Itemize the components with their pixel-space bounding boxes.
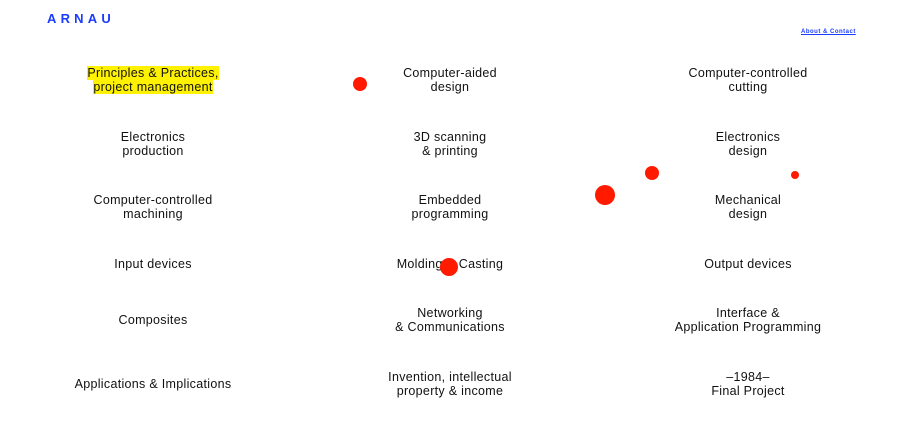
assignment-link[interactable]: Invention, intellectual property & incom… <box>320 370 580 398</box>
assignment-label: Input devices <box>114 257 192 271</box>
assignment-label: –1984– Final Project <box>711 370 785 398</box>
assignment-link[interactable]: Computer-controlled machining <box>23 193 283 221</box>
assignment-link[interactable]: –1984– Final Project <box>618 370 878 398</box>
assignment-label: Principles & Practices, project manageme… <box>87 66 219 94</box>
assignment-label: Interface & Application Programming <box>674 306 822 334</box>
assignment-link[interactable]: Input devices <box>23 257 283 271</box>
assignment-label: Applications & Implications <box>74 377 232 391</box>
assignment-link[interactable]: Networking & Communications <box>320 306 580 334</box>
assignment-link[interactable]: Electronics production <box>23 130 283 158</box>
assignment-label: 3D scanning & printing <box>413 130 487 158</box>
assignment-link[interactable]: Computer-aided design <box>320 66 580 94</box>
assignment-link[interactable]: Mechanical design <box>618 193 878 221</box>
assignment-label: Composites <box>118 313 188 327</box>
decorative-red-dot <box>353 77 367 91</box>
assignment-label: Mechanical design <box>714 193 782 221</box>
assignment-link[interactable]: Applications & Implications <box>23 377 283 391</box>
assignment-label: Computer-controlled cutting <box>688 66 808 94</box>
assignment-link[interactable]: Electronics design <box>618 130 878 158</box>
assignment-link[interactable]: Composites <box>23 313 283 327</box>
decorative-red-dot <box>791 171 799 179</box>
decorative-red-dot <box>440 258 458 276</box>
assignment-label: Computer-aided design <box>403 66 497 94</box>
assignment-label: Electronics design <box>715 130 781 158</box>
decorative-red-dot <box>595 185 615 205</box>
assignment-label: Output devices <box>704 257 792 271</box>
assignment-label: Invention, intellectual property & incom… <box>388 370 512 398</box>
decorative-red-dot <box>645 166 659 180</box>
assignment-label: Embedded programming <box>411 193 489 221</box>
assignment-label: Electronics production <box>120 130 186 158</box>
about-contact-link[interactable]: About & Contact <box>801 29 856 35</box>
logo-home-link[interactable]: ARNAU <box>47 11 115 26</box>
assignment-link[interactable]: Interface & Application Programming <box>618 306 878 334</box>
assignment-link[interactable]: 3D scanning & printing <box>320 130 580 158</box>
assignment-link[interactable]: Embedded programming <box>320 193 580 221</box>
assignment-link[interactable]: Computer-controlled cutting <box>618 66 878 94</box>
assignment-link[interactable]: Output devices <box>618 257 878 271</box>
assignment-label: Networking & Communications <box>395 306 505 334</box>
assignment-link[interactable]: Principles & Practices, project manageme… <box>23 66 283 94</box>
assignment-label: Computer-controlled machining <box>93 193 213 221</box>
